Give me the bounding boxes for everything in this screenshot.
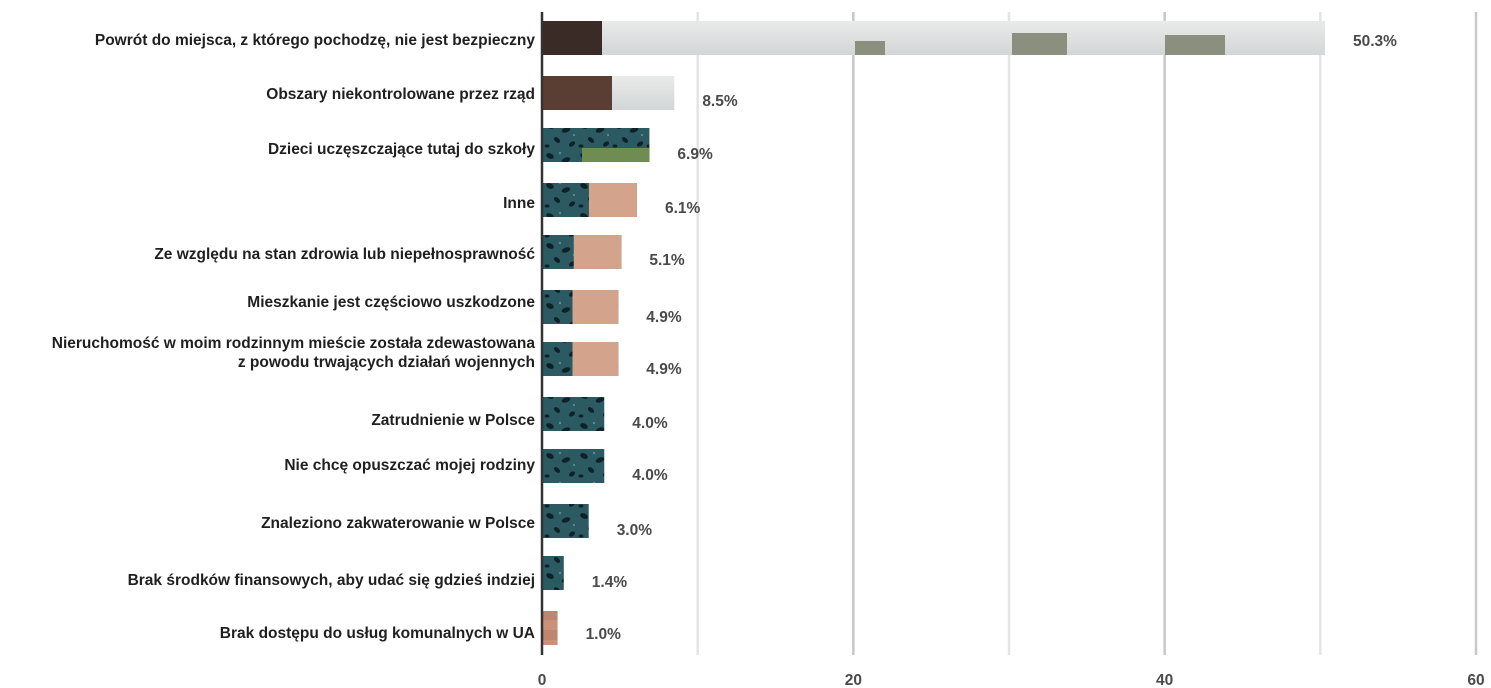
bar [542,76,675,110]
value-label: 6.1% [665,200,701,217]
bar-photo-building [1165,35,1225,55]
bar [542,183,637,217]
category-label: Nie chcę opuszczać mojej rodziny [284,457,535,474]
category-label: Zatrudnienie w Polsce [371,412,535,429]
x-tick-label: 20 [845,672,862,688]
bar [542,556,564,590]
bar [542,397,605,431]
bar-photo-hair [542,76,612,110]
bar [542,290,619,324]
x-tick-label: 40 [1156,672,1173,688]
bar-photo-hair [542,21,602,55]
bar-photo-arm [572,342,619,376]
bar [542,128,650,162]
bar-fill [542,611,558,645]
category-label: Dzieci uczęszczające tutaj do szkoły [268,141,535,158]
value-label: 3.0% [617,522,653,539]
category-label: Inne [503,195,535,212]
bar [542,449,605,483]
bar-photo-arm [573,235,622,269]
bar-photo-arm [572,290,619,324]
category-label: Ze względu na stan zdrowia lub niepełnos… [154,246,535,263]
bar [542,504,589,538]
category-label: Brak środków finansowych, aby udać się g… [128,572,535,589]
category-label: Obszary niekontrolowane przez rząd [266,86,535,103]
value-label: 4.0% [632,467,668,484]
x-tick-label: 60 [1467,672,1484,688]
value-label: 1.4% [592,574,628,591]
value-label: 5.1% [649,252,685,269]
category-label: Mieszkanie jest częściowo uszkodzone [247,294,535,311]
bar-fill [542,449,605,483]
value-labels: 50.3% 8.5% 6.9% 6.1% 5.1% 4.9% 4.9% 4.0% 4.0% 3.0… [586,33,1398,643]
bar [542,235,622,269]
bar [542,21,1326,55]
category-label: Znaleziono zakwaterowanie w Polsce [261,515,535,532]
value-label: 6.9% [677,146,713,163]
bar-photo-arm [588,183,637,217]
bars [542,21,1326,645]
value-label: 4.0% [632,415,668,432]
value-label: 50.3% [1353,33,1397,50]
value-label: 1.0% [586,626,622,643]
bar-photo-building [855,41,885,55]
gridlines [696,12,1478,655]
value-label: 4.9% [646,309,682,326]
category-labels: Powrót do miejsca, z którego pochodzę, n… [52,32,536,642]
bar [542,611,558,645]
bar [542,342,619,376]
value-label: 8.5% [702,93,738,110]
bar-fill [542,504,589,538]
value-label: 4.9% [646,361,682,378]
bar-fill [542,397,605,431]
category-label: Brak dostępu do usług komunalnych w UA [220,625,535,642]
x-axis-tick-labels: 0 20 40 60 [538,672,1485,688]
x-tick-label: 0 [538,672,547,688]
bar-photo-building [1012,33,1067,55]
category-label: Nieruchomość w moim rodzinnym mieście zo… [52,335,536,352]
category-label: Powrót do miejsca, z którego pochodzę, n… [95,32,535,49]
bar-fill [542,556,564,590]
bar-photo-greenery [582,148,650,162]
category-label: z powodu trwających działań wojennych [238,354,535,371]
